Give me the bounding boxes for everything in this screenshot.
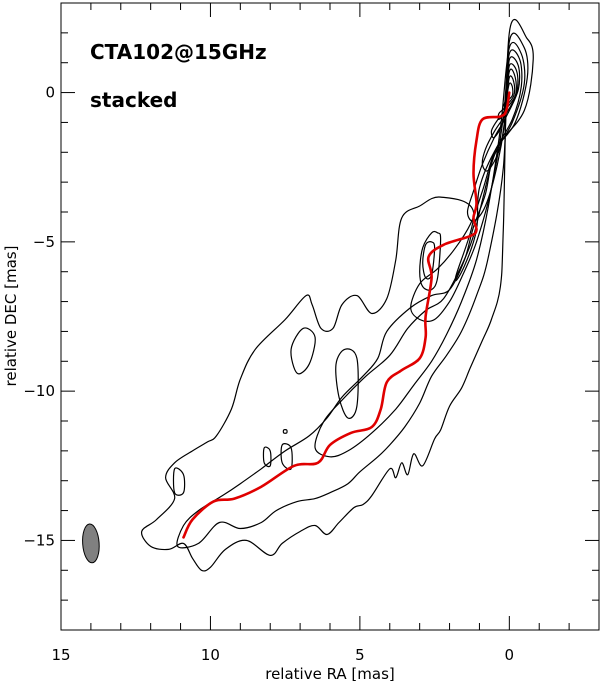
stack-label: stacked: [90, 88, 177, 112]
contour-level-5: [466, 56, 521, 222]
ridge-line-group: [182, 91, 511, 539]
contour-level-3: [335, 348, 359, 419]
minor-ticks: [61, 2, 600, 631]
x-tick-label: 10: [201, 646, 220, 664]
contour-level-2: [176, 32, 529, 549]
beam-group: [82, 523, 100, 564]
x-tick-label: 5: [355, 646, 365, 664]
x-tick-label: 0: [505, 646, 515, 664]
contour-level-5: [419, 230, 442, 291]
x-tick-label: 15: [51, 646, 70, 664]
contour-level-6: [481, 63, 519, 172]
x-axis-title: relative RA [mas]: [265, 665, 395, 683]
beam-ellipse: [82, 523, 100, 564]
y-tick-label: −10: [23, 382, 55, 400]
contour-level-1: [141, 18, 534, 572]
contour-level-7: [490, 68, 517, 139]
contour-level-2: [172, 467, 186, 496]
y-tick-label: 0: [45, 84, 55, 102]
contour-level-2: [280, 443, 293, 471]
contour-level-4: [410, 49, 523, 322]
y-tick-label: −15: [23, 531, 55, 549]
y-axis-title: relative DEC [mas]: [2, 246, 20, 387]
contour-level-3: [314, 42, 526, 458]
y-tick-label: −5: [33, 233, 55, 251]
contour-lines: [141, 18, 534, 572]
contour-level-9: [502, 82, 514, 107]
ridge-line: [182, 91, 511, 539]
contour-level-2: [262, 446, 272, 468]
contour-level-2: [290, 327, 316, 375]
tick-labels: 15 10 5 0 0 −5 −10 −15: [23, 84, 514, 664]
source-label: CTA102@15GHz: [90, 40, 267, 64]
contour-level-1: [282, 429, 288, 434]
major-ticks: [60, 3, 599, 630]
